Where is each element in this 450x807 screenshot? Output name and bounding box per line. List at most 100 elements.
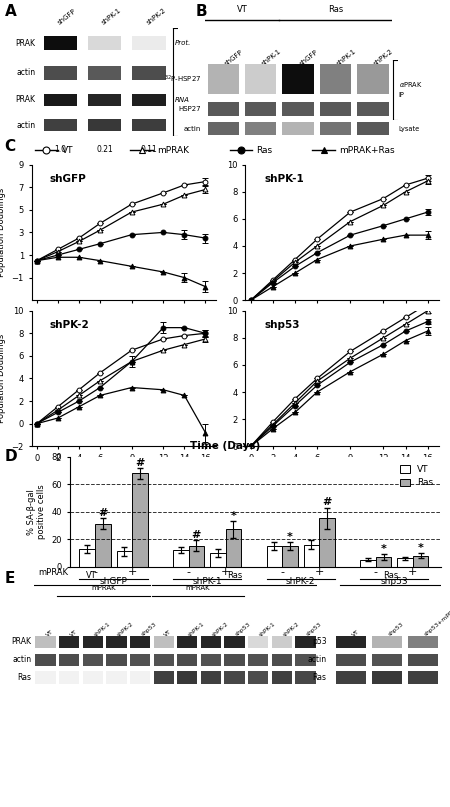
- Bar: [336, 654, 366, 666]
- Bar: [36, 636, 56, 648]
- Bar: [397, 558, 413, 567]
- Bar: [272, 654, 292, 666]
- Text: VT: VT: [62, 145, 73, 155]
- Bar: [208, 123, 239, 135]
- Y-axis label: Population Doublings: Population Doublings: [0, 334, 6, 423]
- Bar: [208, 102, 239, 116]
- Bar: [201, 636, 221, 648]
- Bar: [248, 671, 268, 684]
- Bar: [132, 36, 166, 50]
- Bar: [357, 65, 388, 94]
- Y-axis label: Population Doublings: Population Doublings: [0, 188, 6, 277]
- Bar: [130, 671, 150, 684]
- Bar: [132, 473, 148, 567]
- Bar: [106, 636, 126, 648]
- Text: VT: VT: [86, 571, 97, 580]
- Text: -: -: [187, 567, 191, 577]
- Bar: [59, 671, 79, 684]
- Text: -: -: [374, 567, 378, 577]
- Text: shPK-1: shPK-1: [265, 174, 304, 184]
- Text: +: +: [408, 567, 418, 577]
- Text: mPRAK: mPRAK: [91, 585, 116, 591]
- Text: #: #: [322, 497, 332, 508]
- Bar: [88, 36, 122, 50]
- Text: 1.2: 1.2: [367, 103, 378, 109]
- Text: shp53: shp53: [234, 622, 252, 638]
- Text: -: -: [280, 567, 284, 577]
- Text: 0.21: 0.21: [96, 144, 113, 154]
- Bar: [372, 636, 402, 648]
- Text: shPK-1: shPK-1: [336, 48, 357, 67]
- Bar: [95, 524, 111, 567]
- Bar: [225, 671, 245, 684]
- Text: shGFP: shGFP: [99, 577, 127, 587]
- Text: shp53: shp53: [306, 622, 323, 638]
- Text: mPRAK: mPRAK: [38, 568, 68, 577]
- Text: shp53: shp53: [140, 622, 157, 638]
- Text: VT: VT: [164, 629, 173, 638]
- Y-axis label: % SA-β-gal
positive cells: % SA-β-gal positive cells: [27, 484, 46, 539]
- Text: shPK-1: shPK-1: [101, 7, 123, 26]
- Text: PRAK: PRAK: [16, 39, 36, 48]
- Bar: [88, 65, 122, 80]
- Bar: [357, 102, 388, 116]
- Bar: [225, 654, 245, 666]
- Text: shPK-1: shPK-1: [93, 621, 111, 638]
- Text: shPK-2: shPK-2: [211, 621, 230, 638]
- Text: A: A: [4, 4, 16, 19]
- Text: Lysate: Lysate: [399, 126, 420, 132]
- Bar: [59, 654, 79, 666]
- Text: shPK-1: shPK-1: [261, 48, 283, 67]
- Text: Ras: Ras: [18, 673, 32, 682]
- Text: mPRAK+Ras: mPRAK+Ras: [339, 145, 395, 155]
- Bar: [320, 65, 351, 94]
- Bar: [210, 553, 225, 567]
- Bar: [153, 671, 174, 684]
- Bar: [319, 519, 335, 567]
- Text: VT: VT: [69, 629, 78, 638]
- Text: shPK-2: shPK-2: [50, 320, 90, 330]
- Text: actin: actin: [17, 121, 36, 130]
- Bar: [201, 654, 221, 666]
- Bar: [408, 671, 438, 684]
- Bar: [208, 65, 239, 94]
- Text: Ras: Ras: [227, 571, 242, 580]
- Text: shPK-2: shPK-2: [286, 577, 315, 587]
- Text: shp53+mPRAK: shp53+mPRAK: [423, 604, 450, 638]
- Text: Ras: Ras: [312, 673, 327, 682]
- Bar: [36, 654, 56, 666]
- Text: shp53: shp53: [380, 577, 408, 587]
- Text: -: -: [93, 567, 97, 577]
- Text: p53: p53: [312, 638, 327, 646]
- Bar: [59, 636, 79, 648]
- Bar: [272, 636, 292, 648]
- Bar: [372, 654, 402, 666]
- Bar: [173, 550, 189, 567]
- Text: HSP27: HSP27: [178, 107, 201, 112]
- Bar: [177, 671, 198, 684]
- Bar: [283, 65, 314, 94]
- Text: 0.11: 0.11: [140, 144, 157, 154]
- Text: *: *: [381, 544, 387, 554]
- Text: 1.0: 1.0: [54, 144, 67, 154]
- Bar: [83, 671, 103, 684]
- Bar: [320, 102, 351, 116]
- Text: RNA: RNA: [175, 97, 189, 103]
- Bar: [189, 546, 204, 567]
- Text: PRAK: PRAK: [16, 95, 36, 104]
- Bar: [245, 102, 276, 116]
- Text: mPRAK: mPRAK: [157, 145, 189, 155]
- Bar: [295, 671, 315, 684]
- Text: 3.2: 3.2: [292, 103, 304, 109]
- Bar: [177, 654, 198, 666]
- Bar: [245, 123, 276, 135]
- Text: shPK-2: shPK-2: [373, 48, 395, 67]
- Text: +: +: [127, 567, 137, 577]
- Bar: [132, 119, 166, 132]
- Bar: [245, 65, 276, 94]
- Bar: [272, 671, 292, 684]
- Bar: [266, 546, 282, 567]
- Text: PRAK: PRAK: [11, 638, 32, 646]
- Text: VT: VT: [237, 5, 248, 14]
- Bar: [282, 546, 298, 567]
